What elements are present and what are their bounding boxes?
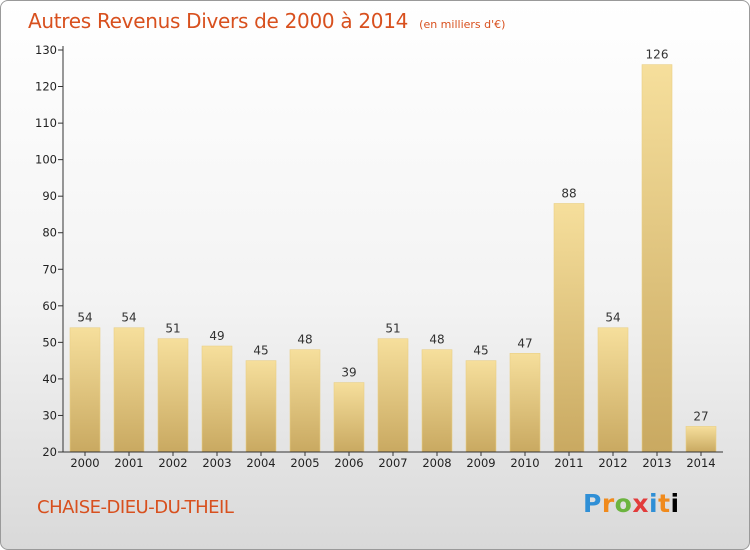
- bar: [377, 338, 409, 453]
- x-tick-label: 2004: [246, 456, 275, 470]
- y-tick-label: 20: [42, 445, 57, 459]
- x-tick-label: 2014: [686, 456, 715, 470]
- bars: 54 54 51 49 45 48 39 51 48 45 47 88 54 126 27: [69, 48, 717, 453]
- y-tick-label: 70: [42, 262, 57, 276]
- y-tick-label: 130: [35, 43, 57, 57]
- y-tick-label: 30: [42, 408, 57, 422]
- x-tick-label: 2012: [598, 456, 627, 470]
- bar-value-label: 27: [693, 409, 708, 423]
- y-tick-label: 50: [42, 335, 57, 349]
- y-axis: 20 30 40 50 60 70 80 90 100 110 120 130: [35, 43, 64, 459]
- bar-value-label: 45: [473, 344, 488, 358]
- bar: [685, 426, 717, 453]
- bar: [113, 327, 145, 453]
- bar: [201, 345, 233, 453]
- bar-value-label: 48: [297, 333, 312, 347]
- bar: [333, 382, 365, 453]
- bar-value-label: 39: [341, 366, 356, 380]
- bar: [509, 353, 541, 453]
- chart-unit: (en milliers d'€): [419, 18, 506, 31]
- bar: [69, 327, 101, 453]
- commune-name: CHAISE-DIEU-DU-THEIL: [37, 497, 234, 518]
- bar: [245, 360, 277, 453]
- x-tick-label: 2009: [466, 456, 495, 470]
- x-tick-label: 2005: [290, 456, 319, 470]
- x-tick-label: 2002: [158, 456, 187, 470]
- y-tick-label: 80: [42, 226, 57, 240]
- x-axis: 2000 2001 2002 2003 2004 2005 2006 2007 2008 2009…: [63, 451, 723, 470]
- bar: [597, 327, 629, 453]
- x-tick-label: 2001: [114, 456, 143, 470]
- bar-value-label: 51: [385, 322, 400, 336]
- bar-value-label: 48: [429, 333, 444, 347]
- y-tick-label: 90: [42, 189, 57, 203]
- bar-value-label: 54: [77, 311, 92, 325]
- chart-title-row: Autres Revenus Divers de 2000 à 2014 (en…: [28, 9, 505, 33]
- y-tick-label: 120: [35, 80, 57, 94]
- bar-value-label: 88: [561, 186, 576, 200]
- x-tick-label: 2010: [510, 456, 539, 470]
- y-tick-label: 60: [42, 299, 57, 313]
- y-tick-label: 40: [42, 372, 57, 386]
- bar: [157, 338, 189, 453]
- x-tick-label: 2006: [334, 456, 363, 470]
- bar: [553, 203, 585, 453]
- y-tick-label: 110: [35, 116, 57, 130]
- x-tick-label: 2013: [642, 456, 671, 470]
- proxiti-logo: Proxiti: [583, 489, 680, 518]
- bar: [289, 349, 321, 453]
- x-tick-label: 2008: [422, 456, 451, 470]
- bar-value-label: 54: [121, 311, 136, 325]
- y-tick-label: 100: [35, 153, 57, 167]
- chart-title: Autres Revenus Divers de 2000 à 2014: [28, 9, 409, 33]
- bar: [641, 64, 673, 453]
- x-tick-label: 2000: [70, 456, 99, 470]
- x-tick-label: 2011: [554, 456, 583, 470]
- x-tick-label: 2007: [378, 456, 407, 470]
- bar-value-label: 54: [605, 311, 620, 325]
- bar: [421, 349, 453, 453]
- x-tick-label: 2003: [202, 456, 231, 470]
- bar-value-label: 51: [165, 322, 180, 336]
- bar-value-label: 126: [646, 48, 669, 62]
- bar-value-label: 45: [253, 344, 268, 358]
- bar-value-label: 49: [209, 329, 224, 343]
- bar: [465, 360, 497, 453]
- bar-value-label: 47: [517, 336, 532, 350]
